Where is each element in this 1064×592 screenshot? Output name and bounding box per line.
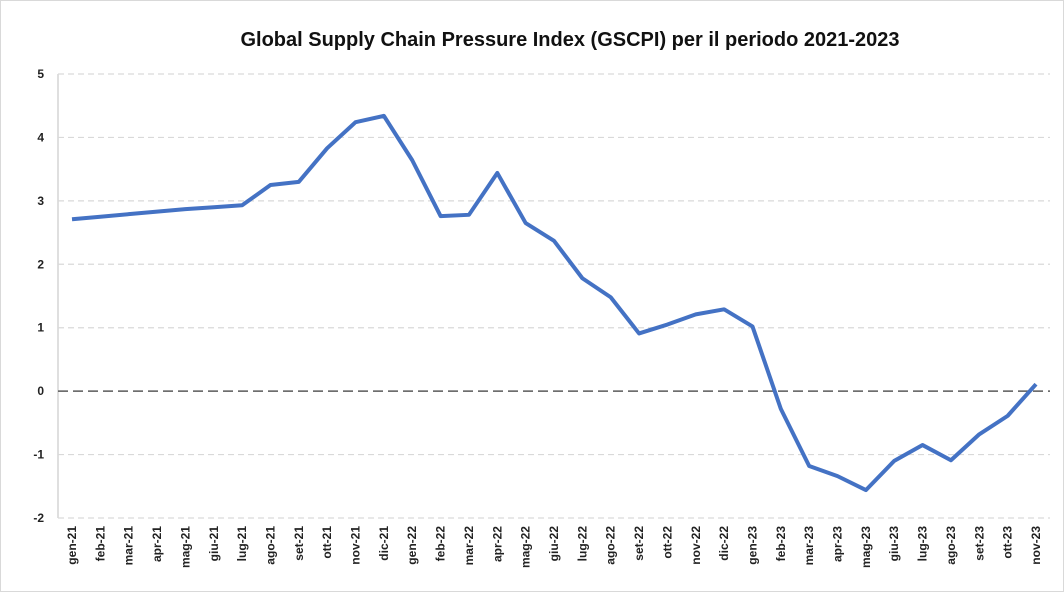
x-tick-label: ott-22 — [660, 526, 674, 559]
y-tick-label: -1 — [33, 448, 44, 462]
x-tick-label: mag-23 — [859, 526, 873, 568]
x-tick-label: feb-21 — [93, 526, 107, 562]
x-tick-label: giu-22 — [547, 526, 561, 562]
x-tick-label: dic-21 — [377, 526, 391, 561]
data-line — [71, 113, 1038, 493]
x-tick-label: set-23 — [972, 526, 986, 561]
x-tick-label: giu-23 — [887, 526, 901, 562]
x-tick-label: dic-22 — [717, 526, 731, 561]
y-tick-label: 1 — [37, 321, 44, 335]
chart-title: Global Supply Chain Pressure Index (GSCP… — [240, 29, 899, 51]
x-tick-label: set-21 — [292, 526, 306, 561]
y-tick-label: 5 — [37, 67, 44, 81]
x-tick-label: ott-21 — [320, 526, 334, 559]
y-tick-label: 3 — [37, 194, 44, 208]
x-tick-label: nov-21 — [349, 526, 363, 565]
x-tick-label: nov-22 — [689, 526, 703, 565]
x-tick-label: gen-23 — [745, 526, 759, 565]
x-tick-label: ago-21 — [263, 526, 277, 565]
x-tick-label: giu-21 — [207, 526, 221, 562]
x-tick-label: apr-23 — [831, 526, 845, 562]
y-tick-label: -2 — [33, 511, 44, 525]
y-tick-label: 2 — [37, 257, 44, 271]
x-tick-label: nov-23 — [1029, 526, 1043, 565]
x-tick-label: feb-22 — [434, 526, 448, 562]
x-tick-label: mar-21 — [122, 526, 136, 566]
x-tick-label: mar-22 — [462, 526, 476, 566]
x-tick-label: ott-23 — [1001, 526, 1015, 559]
x-tick-label: lug-21 — [235, 526, 249, 562]
x-tick-label: ago-22 — [604, 526, 618, 565]
x-tick-label: apr-21 — [150, 526, 164, 562]
x-tick-label: set-22 — [632, 526, 646, 561]
x-tick-label: lug-23 — [916, 526, 930, 562]
x-tick-label: ago-23 — [944, 526, 958, 565]
x-tick-label: lug-22 — [575, 526, 589, 562]
x-tick-label: feb-23 — [774, 526, 788, 562]
x-tick-label: mag-21 — [178, 526, 192, 568]
y-tick-label: 0 — [37, 384, 44, 398]
x-tick-label: gen-21 — [65, 526, 79, 565]
x-tick-label: gen-22 — [405, 526, 419, 565]
y-tick-label: 4 — [37, 130, 44, 144]
x-tick-label: mar-23 — [802, 526, 816, 566]
x-tick-label: apr-22 — [490, 526, 504, 562]
x-tick-label: mag-22 — [519, 526, 533, 568]
